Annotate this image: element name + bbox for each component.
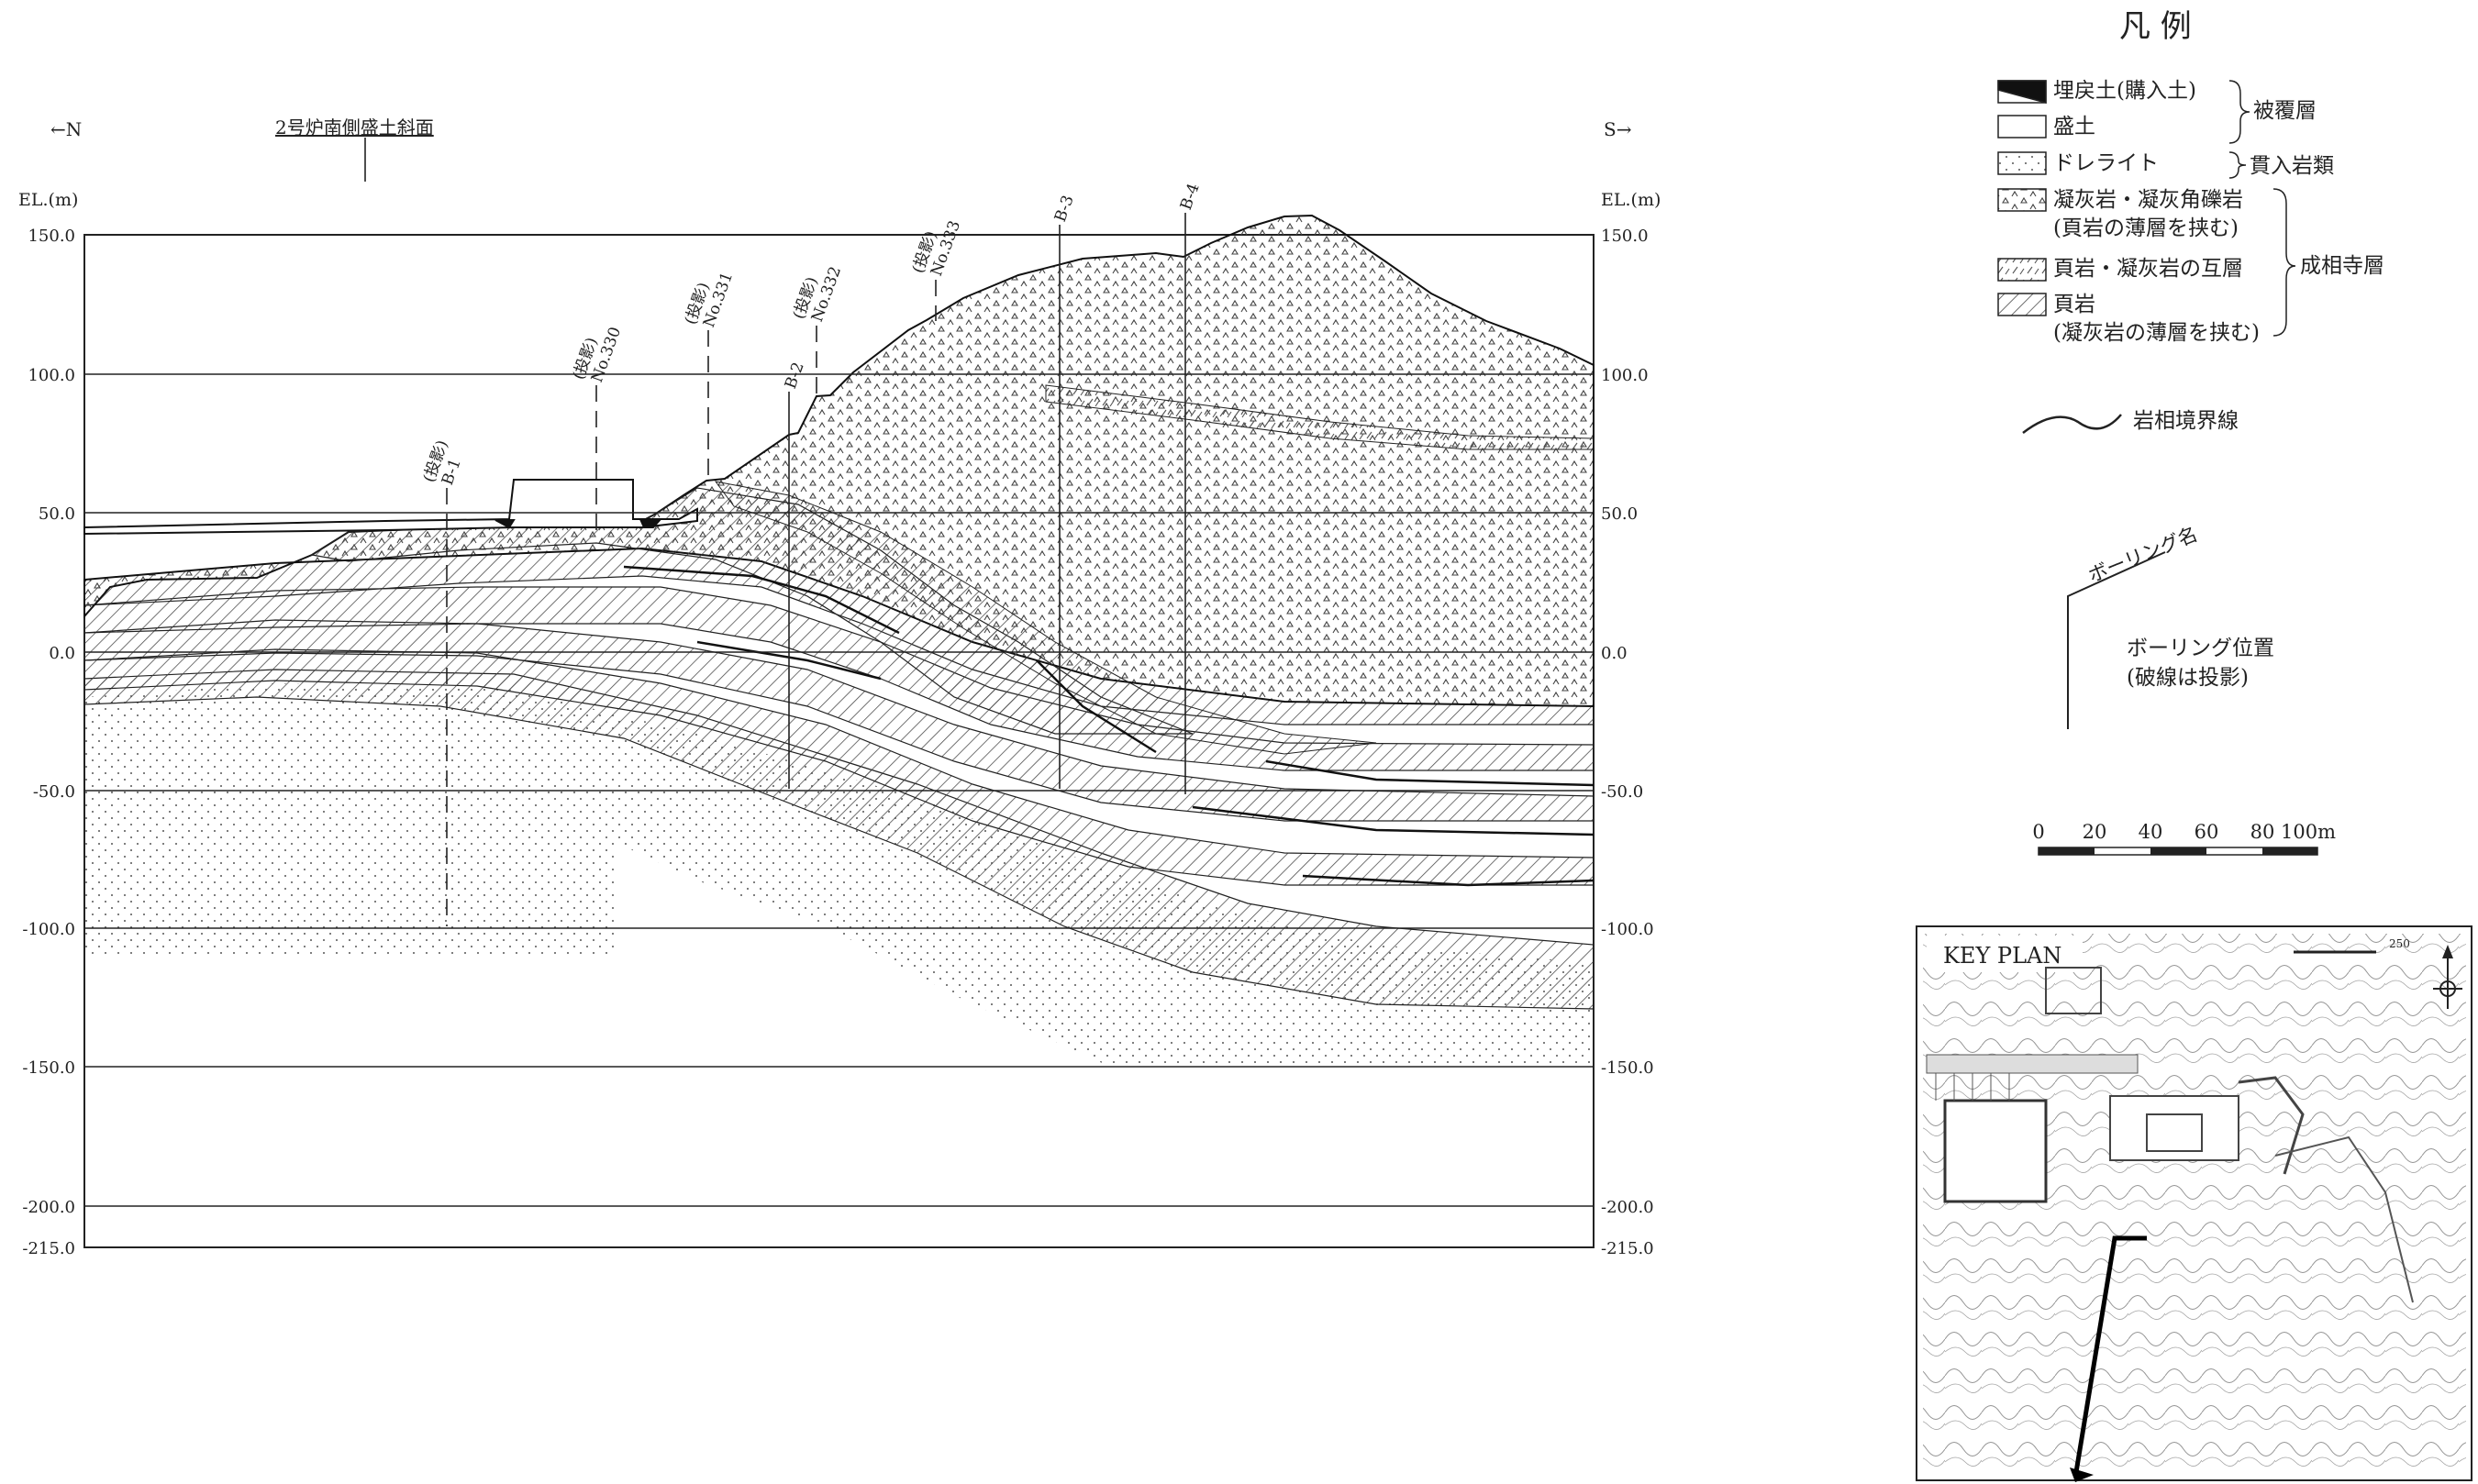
keyplan-title: KEY PLAN [1943,943,2061,969]
key-plan [1916,925,2472,1482]
legend-label-fill: 盛土 [2053,115,2095,138]
section-panel [83,138,1595,1248]
legend-label-tuff-note: (頁岩の薄層を挟む) [2053,216,2239,240]
legend-label-alternating: 頁岩・凝灰岩の互層 [2053,257,2243,281]
buried-soil [494,518,663,529]
boring-label-b3: B-3 [1051,193,1078,224]
legend-boring-pos-label1: ボーリング位置 [2127,637,2274,660]
legend-group-formation: 成相寺層 [2300,254,2384,278]
tick-left-m100: -100.0 [22,920,75,939]
tick-right-m215: -215.0 [1601,1239,1654,1258]
scale-bar [2038,847,2318,856]
axis-title-left: EL.(m) [18,190,78,210]
keyplan-section-line [2073,1235,2147,1473]
slope-label: 2号炉南側盛土斜面 [275,116,434,138]
scale-tick-80: 80 [2250,821,2275,843]
shale-upper-band [714,481,1377,755]
legend-label-tuff: 凝灰岩・凝灰角礫岩 [2053,188,2243,212]
tick-right-m100: -100.0 [1601,920,1654,939]
tick-right-150: 150.0 [1601,227,1649,246]
tick-left-m200: -200.0 [22,1198,75,1217]
legend-boring-name-label: ボーリング名 [2085,523,2201,586]
tick-right-m200: -200.0 [1601,1198,1654,1217]
tick-right-100: 100.0 [1601,366,1649,385]
scale-tick-0: 0 [2032,821,2044,843]
shale-layer-2 [83,648,1595,886]
tick-left-100: 100.0 [28,366,75,385]
legend-group-intrusive: 貫入岩類 [2250,154,2334,178]
elevation-gridlines [84,373,1594,1207]
boring-label-b4: B-4 [1177,181,1204,212]
tick-right-m50: -50.0 [1601,782,1643,802]
tick-left-m150: -150.0 [22,1058,75,1078]
scale-tick-100m: 100m [2281,821,2336,843]
tick-left-150: 150.0 [28,227,75,246]
tick-right-m150: -150.0 [1601,1058,1654,1078]
keyplan-scale-label: 250 [2389,937,2410,950]
legend-swatches [1997,80,2296,729]
scale-tick-20: 20 [2083,821,2107,843]
legend-boundary-label: 岩相境界線 [2133,409,2239,433]
scale-tick-60: 60 [2195,821,2219,843]
scale-tick-40: 40 [2139,821,2163,843]
shale-layer-4 [83,586,1595,771]
tick-right-0: 0.0 [1601,644,1628,663]
legend-label-shale-note: (凝灰岩の薄層を挟む) [2053,321,2260,345]
tick-right-50: 50.0 [1601,504,1638,524]
legend-label-shale: 頁岩 [2053,293,2095,316]
boring-lines [364,138,1186,926]
shale-layer-3 [83,619,1595,822]
legend-title: 凡 例 [2119,8,2192,45]
tick-left-0: 0.0 [49,644,75,663]
alternating-band-upper [1045,384,1595,450]
dir-left: ←N [50,118,82,140]
legend-group-cover: 被覆層 [2253,99,2317,123]
legend-label-buried-soil: 埋戻土(購入土) [2053,79,2196,103]
legend-label-dolerite: ドレライト [2053,151,2159,175]
tick-left-50: 50.0 [39,504,75,524]
axis-title-right: EL.(m) [1601,190,1661,210]
dir-right: S→ [1604,118,1632,140]
tick-left-m50: -50.0 [33,782,75,802]
text-labels: ←N S→ 2号炉南側盛土斜面 EL.(m) EL.(m) 150.0 100.… [18,8,2410,1258]
tick-left-m215: -215.0 [22,1239,75,1258]
legend-boring-pos-label2: (破線は投影) [2127,666,2249,690]
